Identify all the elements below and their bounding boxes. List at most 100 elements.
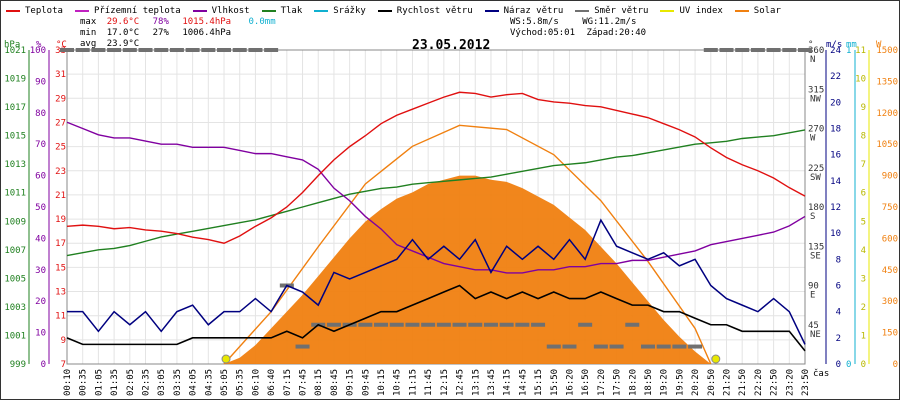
legend-item: Solar [734, 4, 781, 18]
axis-tick-ms: 16 [830, 151, 841, 161]
wind-direction-mark [421, 322, 436, 327]
stat-max-rain: 0.0mm [248, 17, 276, 27]
stat-max-label: max [80, 17, 97, 27]
axis-tick-hpa: 1015 [4, 132, 26, 142]
axis-tick-pct: 0 [41, 360, 46, 370]
legend-swatch [734, 10, 749, 12]
legend-label: Solar [753, 6, 781, 16]
wind-direction-mark [688, 344, 703, 349]
axis-tick-temp: 9 [61, 336, 66, 346]
wind-direction-mark [60, 48, 74, 52]
wind-direction-mark [405, 322, 420, 327]
stat-max-press: 1015.4hPa [182, 17, 232, 27]
x-tick-label: 03:35 [173, 369, 183, 396]
axis-tick-dir-label: E [810, 291, 815, 301]
axis-tick-uv: 3 [861, 274, 866, 284]
axis-tick-ms: 2 [836, 334, 841, 344]
stat-min-press: 1006.4hPa [182, 28, 232, 38]
legend-swatch [192, 10, 207, 12]
axis-tick-temp: 17 [55, 239, 66, 249]
axis-tick-ms: 14 [830, 177, 841, 187]
x-tick-label: 12:45 [456, 369, 466, 396]
wind-direction-mark [703, 48, 718, 52]
wind-direction-mark [436, 322, 451, 327]
axis-tick-hpa: 1011 [4, 189, 26, 199]
axis-tick-w: 750 [882, 203, 898, 213]
x-tick-label: 15:50 [550, 369, 560, 396]
axis-tick-dir: 135 [808, 242, 824, 252]
axis-tick-uv: 11 [855, 46, 866, 56]
axis-tick-w: 450 [882, 266, 898, 276]
axis-tick-hpa: 1003 [4, 303, 26, 313]
axis-tick-w: 1500 [876, 46, 898, 56]
axis-tick-w: 150 [882, 329, 898, 339]
axis-tick-uv: 2 [861, 303, 866, 313]
axis-tick-temp: 11 [55, 312, 66, 322]
x-tick-label: 08:15 [314, 369, 324, 396]
x-tick-label: 17:20 [597, 369, 607, 396]
axis-tick-pct: 90 [35, 77, 46, 87]
wind-direction-mark [640, 344, 655, 349]
axis-tick-pct: 100 [30, 46, 46, 56]
x-tick-label: 02:35 [142, 369, 152, 396]
wind-direction-mark [515, 322, 530, 327]
axis-tick-hpa: 1017 [4, 103, 26, 113]
wind-sun-info: WS:5.8m/s WG:11.2m/s Východ:05:01 Západ:… [510, 17, 646, 39]
x-tick-label: 07:15 [283, 369, 293, 396]
legend-item: Náraz větru [484, 4, 564, 18]
legend-swatch [484, 10, 499, 12]
legend-swatch [575, 10, 590, 12]
legend-label: Náraz větru [503, 6, 564, 16]
x-tick-label: 12:15 [440, 369, 450, 396]
x-tick-label: 14:15 [503, 369, 513, 396]
legend: Teplota Přízemní teplota Vlhkost Tlak Srážky… [6, 4, 793, 18]
axis-tick-w: 900 [882, 172, 898, 182]
axis-tick-ms: 0 [836, 360, 841, 370]
axis-tick-temp: 19 [55, 215, 66, 225]
axis-tick-ms: 8 [836, 255, 841, 265]
legend-swatch [6, 10, 20, 12]
axis-tick-dir-label: W [810, 134, 816, 144]
axis-tick-w: 0 [893, 360, 898, 370]
axis-tick-uv: 6 [861, 189, 866, 199]
chart-title: 23.05.2012 [412, 38, 491, 53]
axis-tick-pct: 50 [35, 203, 46, 213]
wind-direction-mark [264, 48, 279, 52]
x-tick-label: 02:05 [126, 369, 136, 396]
axis-tick-temp: 15 [55, 263, 66, 273]
series-Náraz větru [67, 218, 806, 345]
axis-tick-temp: 13 [55, 288, 66, 298]
wind-direction-mark [374, 322, 389, 327]
axis-tick-temp: 25 [55, 143, 66, 153]
series-Tlak [66, 129, 806, 257]
wind-direction-mark [185, 48, 200, 52]
legend-swatch [74, 10, 89, 12]
stat-avg-temp: 23.9°C [106, 39, 140, 49]
axis-tick-uv: 10 [855, 75, 866, 85]
stat-min-hum: 27% [152, 28, 169, 38]
wind-direction-mark [735, 48, 750, 52]
axis-tick-dir-label: N [810, 55, 815, 65]
wind-direction-mark [169, 48, 184, 52]
x-axis-label: čas [813, 368, 829, 379]
axis-tick-dir: 315 [808, 85, 824, 95]
axis-tick-uv: 4 [861, 246, 866, 256]
wind-direction-mark [75, 48, 90, 52]
axis-tick-w: 1200 [876, 109, 898, 119]
axis-tick-dir: 90 [808, 282, 819, 292]
axis-tick-dir: 360 [808, 46, 824, 56]
axis-tick-temp: 29 [55, 94, 66, 104]
wind-direction-mark [122, 48, 137, 52]
x-tick-label: 15:15 [534, 369, 544, 396]
axis-tick-w: 1050 [876, 140, 898, 150]
info-sunrise: Východ:05:01 [510, 28, 576, 38]
x-tick-label: 04:05 [189, 369, 199, 396]
series-Vlhkost [66, 121, 806, 274]
axis-tick-hpa: 1009 [4, 217, 26, 227]
legend-label: Tlak [280, 6, 303, 16]
legend-item: Rychlost větru [377, 4, 473, 18]
wind-direction-mark [389, 322, 404, 327]
x-tick-label: 10:15 [377, 369, 387, 396]
axis-tick-ms: 20 [830, 98, 841, 108]
